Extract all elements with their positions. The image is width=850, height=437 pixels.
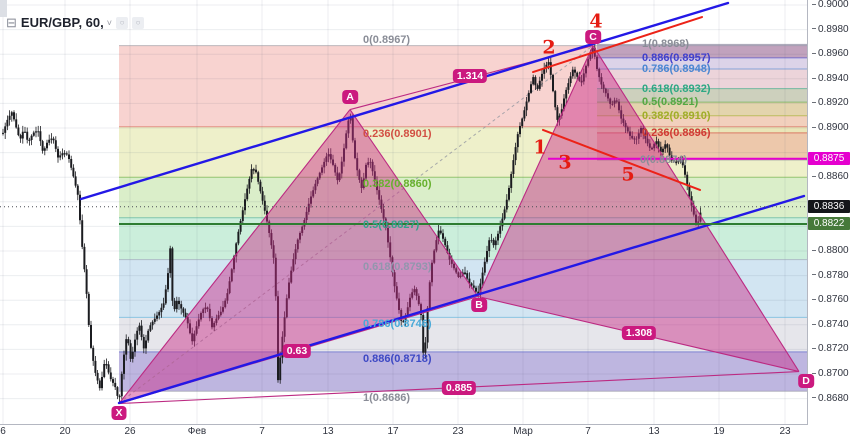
symbol-label[interactable]: EUR/GBP, 60, [20,15,104,30]
indicator-icon-button[interactable]: ○ [116,16,129,29]
price-tick: 0.8900 [812,122,849,133]
price-level-label: 0.8822 [808,217,850,231]
tick-mark [812,3,816,5]
time-tick: 23 [779,426,791,437]
time-tick: 7 [259,426,265,437]
symbol-title-bar: ⊟ EUR/GBP, 60, ˅ ○ ○ [6,15,145,30]
price-tick: 0.8760 [812,294,849,305]
tick-mark [812,176,816,178]
settings-icon-button[interactable]: ○ [132,16,145,29]
tick-mark [812,77,816,79]
tick-mark [812,28,816,30]
tick-mark [812,372,816,374]
price-tick: 0.8940 [812,73,849,84]
tick-mark [812,323,816,325]
time-tick: 7 [585,426,591,437]
scrollbar-fragment [0,0,7,17]
price-tick: 0.8700 [812,368,849,379]
time-tick: 20 [59,426,71,437]
price-level-label: 0.8875 [808,152,850,166]
collapse-icon[interactable]: ⊟ [6,15,17,30]
price-tick: 0.8740 [812,319,849,330]
price-tick: 0.8800 [812,245,849,256]
price-tick: 0.8920 [812,97,849,108]
tick-mark [812,53,816,55]
price-tick: 0.9000 [812,0,849,10]
time-tick: Фев [187,426,207,437]
tick-mark [812,274,816,276]
price-tick: 0.8780 [812,270,849,281]
time-tick: 13 [322,426,334,437]
time-axis[interactable]: 6 20 26 Фев 7 13 17 23 Мар 7 13 19 23 [0,424,808,437]
time-tick: 23 [452,426,464,437]
tick-mark [812,348,816,350]
time-tick: 6 [0,426,6,437]
tick-mark [812,397,816,399]
price-tick: 0.8980 [812,24,849,35]
price-level-label: 0.8836 [808,200,850,214]
tick-mark [812,126,816,128]
time-tick: 13 [648,426,660,437]
time-tick: 26 [124,426,136,437]
time-tick: Мар [513,426,533,437]
tick-mark [812,102,816,104]
price-tick: 0.8960 [812,48,849,59]
price-tick: 0.8860 [812,171,849,182]
tick-mark [812,299,816,301]
chevron-down-icon[interactable]: ˅ [106,17,113,28]
price-axis[interactable]: 0.9000 0.8980 0.8960 0.8940 0.8920 0.8900 0.88… [807,0,850,425]
time-tick: 17 [387,426,399,437]
price-tick: 0.8680 [812,393,849,404]
tick-mark [812,249,816,251]
price-tick: 0.8720 [812,343,849,354]
time-tick: 19 [713,426,725,437]
